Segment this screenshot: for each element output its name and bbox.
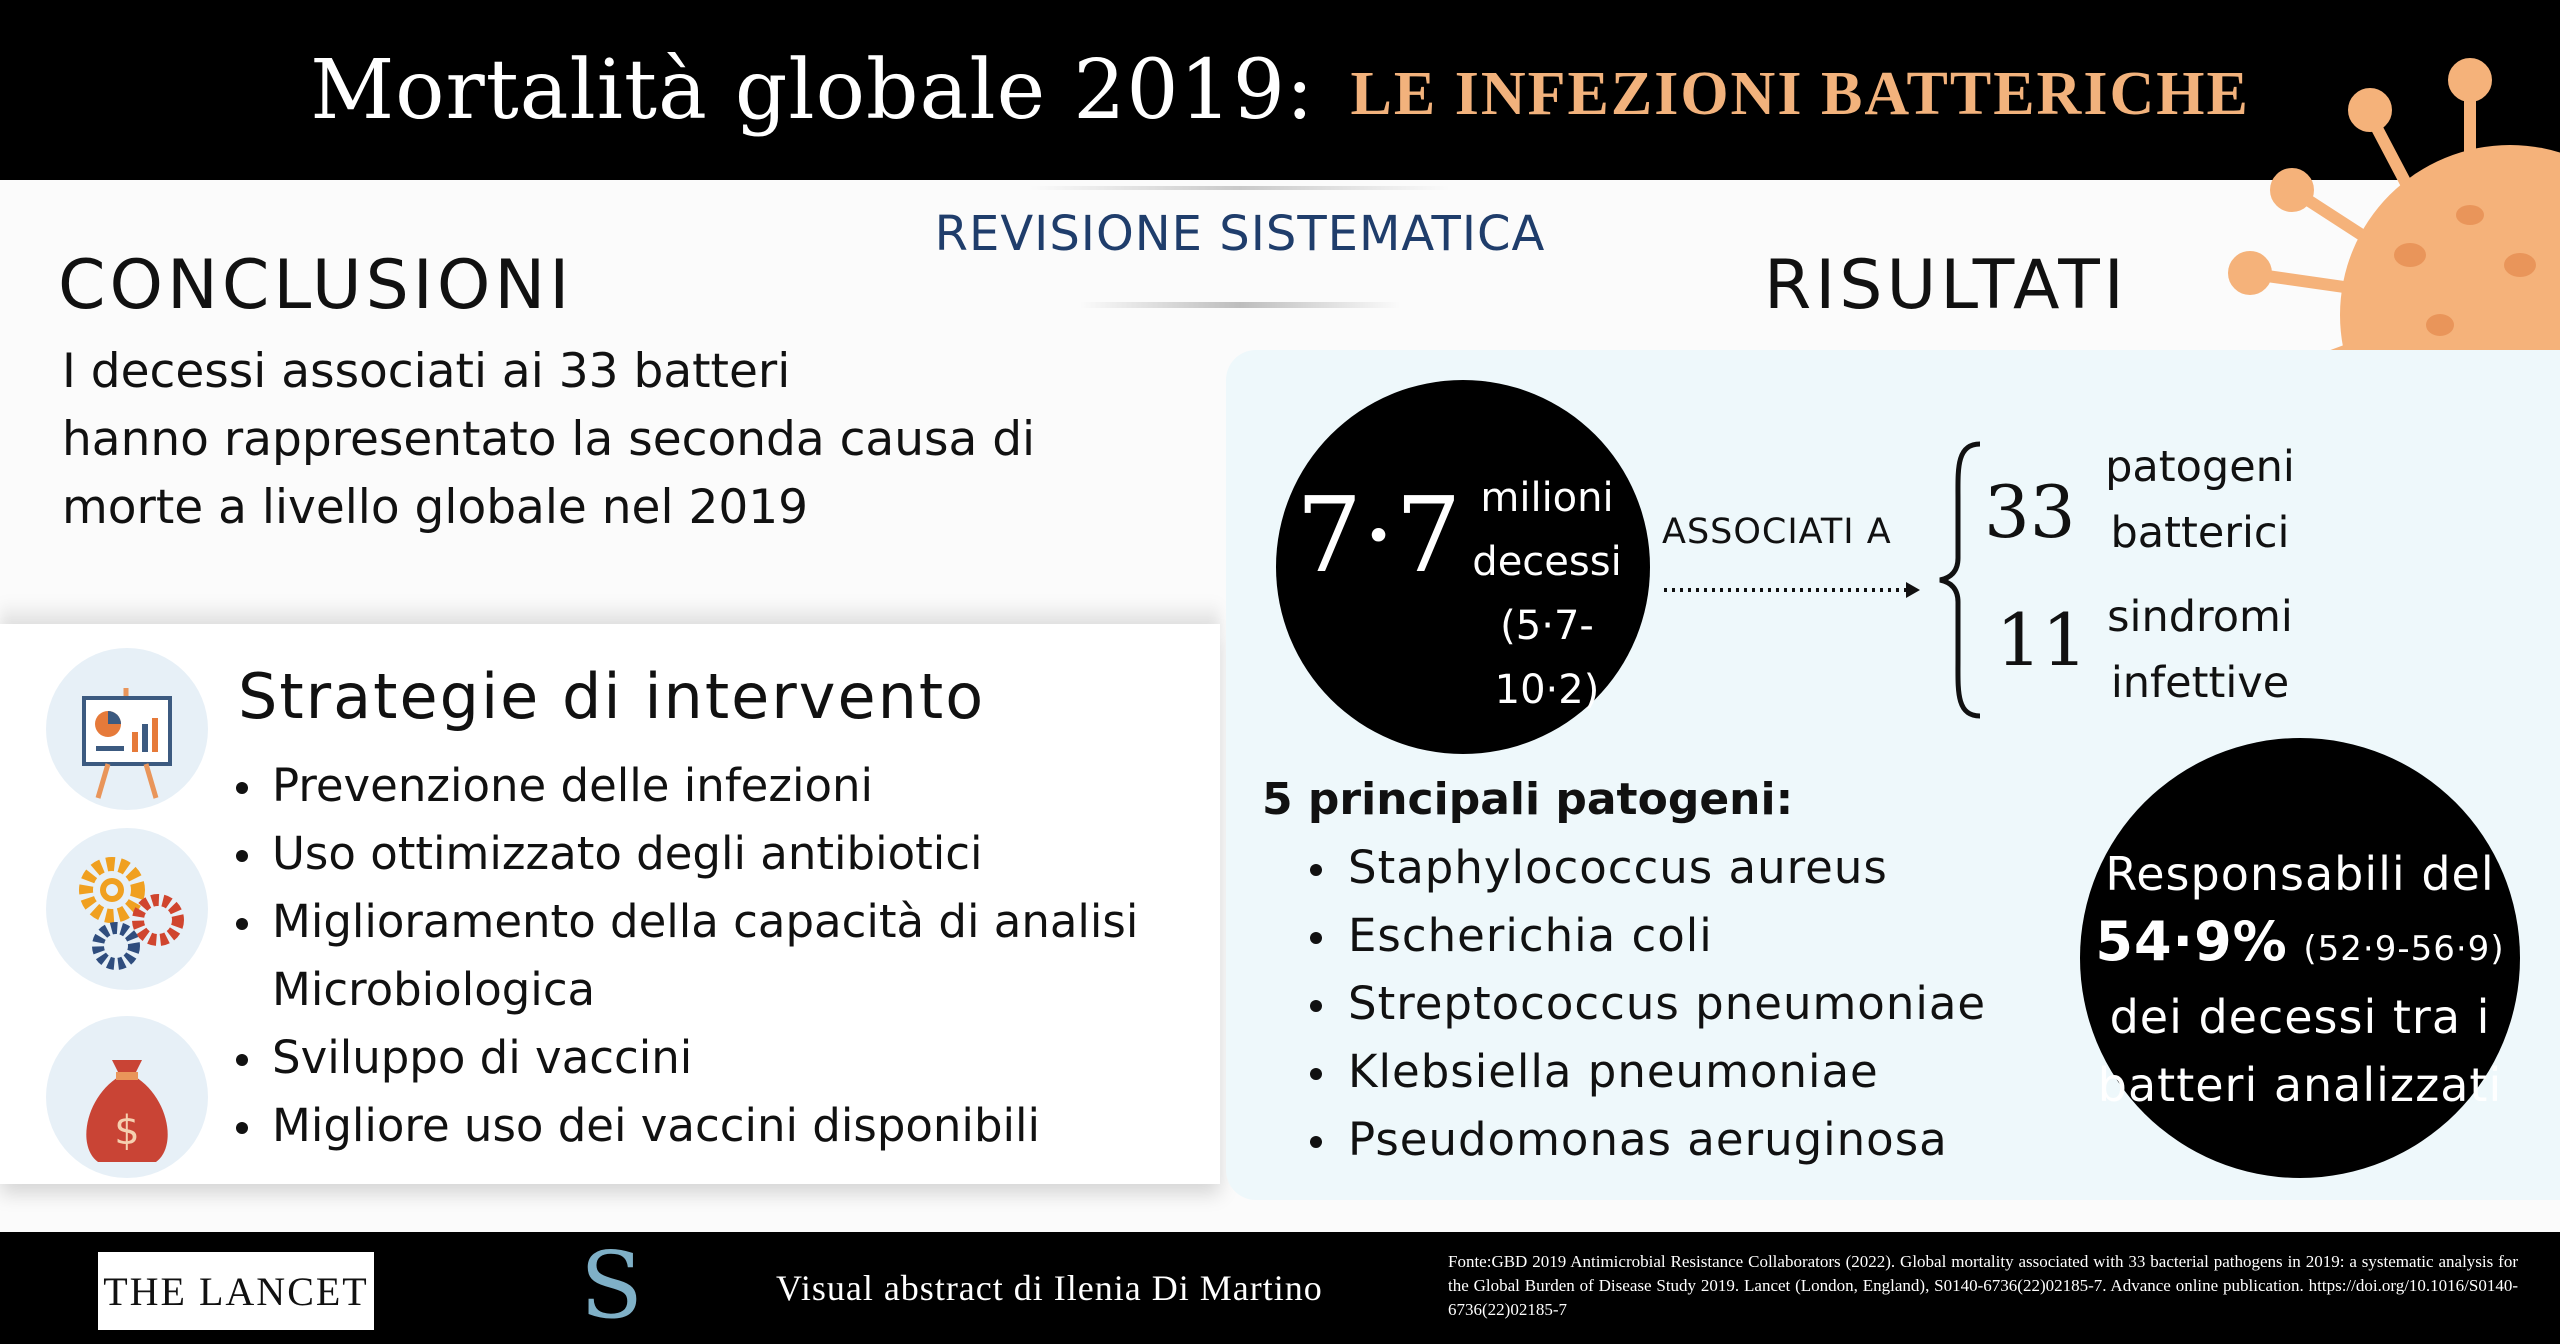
- top-pathogens-list: Staphylococcus aureus Escherichia coli S…: [1306, 834, 1986, 1174]
- pathogens-count: 33: [1984, 470, 2076, 554]
- list-item: Pseudomonas aeruginosa: [1306, 1106, 1986, 1174]
- money-bag-icon: $: [46, 1016, 208, 1178]
- deaths-value: 7·7: [1296, 474, 1462, 596]
- footer-bar: [0, 1232, 2560, 1344]
- list-item: Staphylococcus aureus: [1306, 834, 1986, 902]
- curly-brace-icon: [1939, 441, 1981, 719]
- syndromes-label-line: sindromi: [2107, 592, 2293, 642]
- list-item: Prevenzione delle infezioni: [230, 752, 1138, 820]
- list-item: Migliore uso dei vaccini disponibili: [230, 1092, 1138, 1160]
- svg-text:$: $: [114, 1108, 139, 1154]
- deaths-line: milioni: [1480, 475, 1614, 521]
- author-credit: Visual abstract di Ilenia Di Martino: [776, 1268, 1323, 1308]
- share-ci: (52·9-56·9): [2303, 929, 2505, 969]
- deaths-circle: 7·7 milioni decessi (5·7-10·2): [1276, 380, 1650, 754]
- share-circle: Responsabili del 54·9% (52·9-56·9) dei d…: [2080, 738, 2520, 1178]
- list-item: Miglioramento della capacità di analisi: [230, 888, 1138, 956]
- banner-divider-top: [1030, 186, 1450, 190]
- pathogens-label-line: patogeni: [2105, 442, 2295, 492]
- syndromes-label: sindromi infettive: [2090, 584, 2310, 716]
- source-citation: Fonte:GBD 2019 Antimicrobial Resistance …: [1448, 1252, 2518, 1319]
- pathogens-label-line: batterici: [2110, 508, 2290, 558]
- deaths-line: decessi: [1472, 539, 1622, 585]
- chart-easel-icon: [46, 648, 208, 810]
- conclusioni-text: I decessi associati ai 33 batteri hanno …: [62, 338, 1182, 542]
- associati-label: ASSOCIATI A: [1662, 512, 1892, 552]
- list-item-continuation: Microbiologica: [272, 963, 596, 1016]
- list-item: Sviluppo di vaccini: [230, 1024, 1138, 1092]
- share-line: batteri analizzati: [2097, 1058, 2503, 1112]
- conclusioni-line: I decessi associati ai 33 batteri: [62, 344, 791, 399]
- list-item: Klebsiella pneumoniae: [1306, 1038, 1986, 1106]
- banner-divider-bottom: [1080, 302, 1400, 308]
- strategie-list: Prevenzione delle infezioni Uso ottimizz…: [230, 752, 1138, 1160]
- strategie-title: Strategie di intervento: [238, 660, 986, 733]
- pathogens-label: patogeni batterici: [2090, 434, 2310, 566]
- banner-revisione: REVISIONE SISTEMATICA: [934, 206, 1546, 262]
- list-item: Escherichia coli: [1306, 902, 1986, 970]
- s-logo-icon: S: [580, 1232, 644, 1339]
- list-item: Streptococcus pneumoniae: [1306, 970, 1986, 1038]
- gears-icon: [46, 828, 208, 990]
- title-accent: LE INFEZIONI BATTERICHE: [1350, 59, 2250, 128]
- share-percentage-row: 54·9% (52·9-56·9): [2080, 908, 2520, 983]
- share-line: dei decessi tra i: [2109, 990, 2491, 1044]
- dotted-arrow-icon: [1664, 582, 1920, 598]
- list-item: Uso ottimizzato degli antibiotici: [230, 820, 1138, 888]
- conclusioni-title: CONCLUSIONI: [58, 246, 574, 325]
- syndromes-label-line: infettive: [2110, 658, 2290, 708]
- conclusioni-line: morte a livello globale nel 2019: [62, 480, 809, 535]
- deaths-label: milioni decessi (5·7-10·2): [1452, 466, 1642, 722]
- header-bar: Mortalità globale 2019: LE INFEZIONI BAT…: [0, 0, 2560, 180]
- lancet-logo: THE LANCET: [98, 1252, 374, 1330]
- top-pathogens-title: 5 principali patogeni:: [1262, 774, 1794, 825]
- title-main: Mortalità globale 2019:: [310, 42, 1315, 138]
- share-line: Responsabili del: [2105, 847, 2495, 901]
- share-percentage: 54·9%: [2095, 910, 2288, 973]
- conclusioni-line: hanno rappresentato la seconda causa di: [62, 412, 1036, 467]
- deaths-ci: (5·7-10·2): [1494, 603, 1600, 713]
- risultati-title: RISULTATI: [1764, 246, 2128, 325]
- syndromes-count: 11: [1996, 598, 2088, 682]
- share-text: Responsabili del 54·9% (52·9-56·9) dei d…: [2080, 840, 2520, 1119]
